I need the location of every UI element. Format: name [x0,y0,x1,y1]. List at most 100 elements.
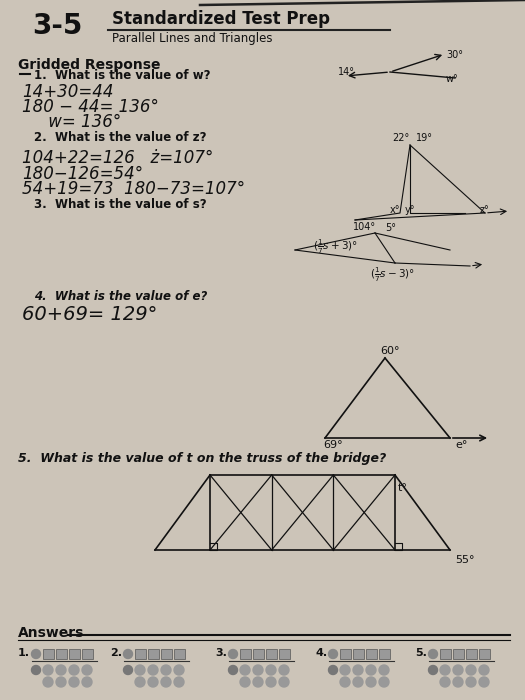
Text: w= 136°: w= 136° [22,113,121,131]
Bar [340,649,351,659]
Circle shape [428,650,437,659]
Bar [240,649,251,659]
Circle shape [56,665,66,675]
Circle shape [379,677,389,687]
Circle shape [353,677,363,687]
Text: e°: e° [455,440,467,450]
Text: 2.  What is the value of z?: 2. What is the value of z? [34,131,206,144]
Text: 5.: 5. [415,648,427,658]
Text: 1.  What is the value of w?: 1. What is the value of w? [34,69,211,82]
Circle shape [453,677,463,687]
Circle shape [56,677,66,687]
Text: 14+30=44: 14+30=44 [22,83,113,101]
Circle shape [366,665,376,675]
Circle shape [82,677,92,687]
Bar [479,649,490,659]
Text: 54+19=73  180−73=107°: 54+19=73 180−73=107° [22,180,245,198]
Circle shape [123,650,132,659]
Circle shape [340,665,350,675]
Bar [148,649,159,659]
Bar [43,649,54,659]
Text: 104+22=126   ż=107°: 104+22=126 ż=107° [22,149,213,167]
Bar [453,649,464,659]
Circle shape [466,665,476,675]
Bar [82,649,93,659]
Circle shape [228,650,237,659]
Circle shape [228,666,237,675]
Text: 2.: 2. [110,648,122,658]
Circle shape [43,677,53,687]
Text: t°: t° [398,483,408,493]
Circle shape [32,666,40,675]
Bar [161,649,172,659]
Text: Standardized Test Prep: Standardized Test Prep [112,10,330,28]
Circle shape [479,677,489,687]
Bar [440,649,451,659]
Text: 180−126=54°: 180−126=54° [22,165,143,183]
Text: 3.  What is the value of s?: 3. What is the value of s? [34,198,207,211]
Text: 3.: 3. [215,648,227,658]
Circle shape [82,665,92,675]
Circle shape [279,665,289,675]
Text: $(\frac{1}{7}s+3)°$: $(\frac{1}{7}s+3)°$ [313,238,358,256]
Text: 60+69= 129°: 60+69= 129° [22,305,158,324]
Text: 4.: 4. [315,648,327,658]
Text: y°: y° [405,205,415,215]
Bar [253,649,264,659]
Circle shape [440,665,450,675]
Bar [379,649,390,659]
Circle shape [279,677,289,687]
Circle shape [440,677,450,687]
Bar [135,649,146,659]
Bar [366,649,377,659]
Circle shape [329,666,338,675]
Text: 60°: 60° [380,346,400,356]
Circle shape [353,665,363,675]
Text: 69°: 69° [323,440,343,450]
Text: 19°: 19° [416,133,433,143]
Circle shape [266,677,276,687]
Circle shape [253,677,263,687]
Text: 30°: 30° [446,50,463,60]
Bar [69,649,80,659]
Text: x°: x° [390,205,401,215]
Circle shape [69,665,79,675]
Circle shape [240,677,250,687]
Text: $(\frac{1}{7}s-3)°$: $(\frac{1}{7}s-3)°$ [370,266,415,284]
Circle shape [174,677,184,687]
Circle shape [379,665,389,675]
Bar [174,649,185,659]
Text: z°: z° [480,205,490,215]
Bar [353,649,364,659]
Text: 5°: 5° [385,223,396,233]
Text: 3-5: 3-5 [32,12,82,40]
Bar [279,649,290,659]
Circle shape [340,677,350,687]
Text: 55°: 55° [455,555,475,565]
Text: 5.  What is the value of t on the truss of the bridge?: 5. What is the value of t on the truss o… [18,452,386,465]
Circle shape [479,665,489,675]
Circle shape [453,665,463,675]
Text: w°: w° [446,74,459,84]
Circle shape [174,665,184,675]
Circle shape [366,677,376,687]
Text: 4.  What is the value of e?: 4. What is the value of e? [34,290,207,303]
Text: 180 − 44= 136°: 180 − 44= 136° [22,98,159,116]
Text: 104°: 104° [353,222,376,232]
Circle shape [253,665,263,675]
Circle shape [135,677,145,687]
Text: Parallel Lines and Triangles: Parallel Lines and Triangles [112,32,272,45]
Bar [466,649,477,659]
Circle shape [329,650,338,659]
Circle shape [148,677,158,687]
Bar [56,649,67,659]
Circle shape [123,666,132,675]
Text: Gridded Response: Gridded Response [18,58,161,72]
Circle shape [161,677,171,687]
Circle shape [135,665,145,675]
Circle shape [161,665,171,675]
Circle shape [266,665,276,675]
Circle shape [43,665,53,675]
Text: 14°: 14° [338,67,355,77]
Text: 1.: 1. [18,648,30,658]
